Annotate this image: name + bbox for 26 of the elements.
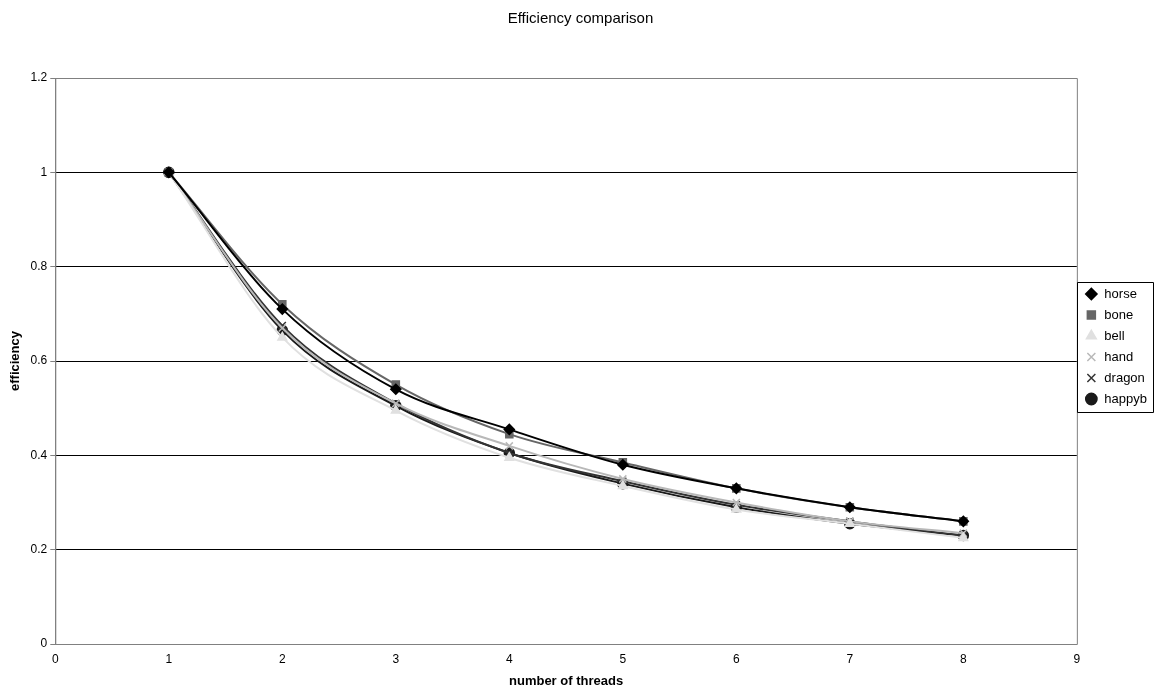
x-tick-label: 9	[1073, 651, 1081, 666]
x-axis-title: number of threads	[509, 672, 624, 688]
chart-title: Efficiency comparison	[507, 9, 654, 27]
legend-label: hand	[1104, 348, 1134, 364]
y-axis-title: efficiency	[7, 330, 23, 391]
x-tick-label: 1	[165, 651, 173, 666]
x-tick-label: 6	[732, 651, 740, 666]
y-tick-label: 0.2	[30, 541, 48, 556]
legend-label: happyb	[1104, 390, 1148, 406]
x-tick-label: 7	[846, 651, 854, 666]
x-tick-label: 4	[505, 651, 513, 666]
x-tick-label: 5	[619, 651, 627, 666]
legend-label: dragon	[1104, 369, 1145, 385]
x-tick-label: 8	[960, 651, 967, 666]
y-tick-label: 1	[40, 164, 48, 179]
legend-label: bone	[1104, 306, 1134, 322]
legend-label: bell	[1104, 327, 1125, 343]
x-tick-label: 0	[51, 651, 59, 666]
y-tick-label: 0.8	[30, 258, 48, 273]
y-tick-label: 0.4	[30, 447, 48, 462]
y-tick-label: 0.6	[30, 353, 48, 368]
y-tick-label: 0	[40, 636, 48, 651]
y-tick-label: 1.2	[30, 70, 48, 85]
legend-label: horse	[1104, 285, 1137, 301]
x-tick-label: 3	[392, 651, 400, 666]
x-tick-label: 2	[278, 651, 286, 666]
